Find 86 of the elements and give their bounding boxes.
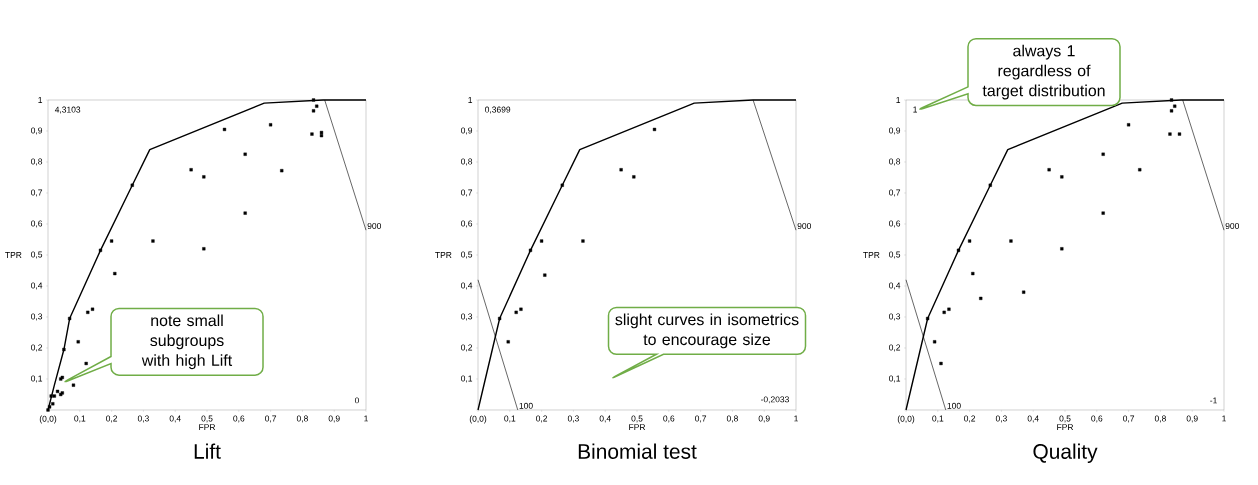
y-tick-label: 0,3 (889, 313, 901, 321)
y-tick-label: 0,7 (889, 189, 901, 197)
x-tick-label: 0,2 (536, 415, 548, 423)
y-tick-label: 0,1 (889, 375, 901, 383)
y-tick-label: 0,9 (461, 127, 473, 135)
y-tick-label: 0,8 (889, 158, 901, 166)
x-tick-label: 0,3 (567, 415, 579, 423)
annotation: note small subgroups with high Lift (141, 314, 233, 370)
x-tick-label: 0,5 (631, 415, 643, 423)
x-tick-label: 0,6 (233, 415, 245, 423)
x-tick-label: 0,9 (1186, 415, 1198, 423)
x-tick-label: 0,3 (995, 415, 1007, 423)
y-tick-label: 0,2 (889, 344, 901, 352)
x-tick-label: 1 (1222, 415, 1226, 422)
x-tick-label: 0,1 (504, 415, 516, 423)
x-tick-label: 0,7 (695, 415, 707, 423)
x-axis-title: FPR (1057, 424, 1074, 431)
annotation: -0,2033 (760, 396, 789, 404)
x-tick-label: 0,8 (726, 415, 738, 423)
x-tick-label: 0,6 (663, 415, 675, 423)
annotation: slight curves in isometrics to encourage size (615, 313, 799, 349)
annotation: 1 (913, 106, 918, 113)
y-tick-label: 0,4 (31, 282, 43, 290)
y-tick-label: 0,6 (461, 220, 473, 228)
x-tick-label: 0,8 (1154, 415, 1166, 423)
x-tick-label: 0,4 (1027, 415, 1039, 423)
x-tick-label: 0,5 (1059, 415, 1071, 423)
x-tick-label: 0,8 (296, 415, 308, 423)
x-tick-label: 0,1 (74, 415, 86, 423)
x-axis-title: FPR (629, 424, 646, 431)
text: Lift (194, 443, 221, 459)
x-tick-label: 0,6 (1091, 415, 1103, 423)
y-tick-label: 0,4 (461, 282, 473, 290)
y-tick-label: 0,9 (889, 127, 901, 135)
annotation: 0,3699 (485, 106, 511, 114)
y-tick-label: 0,7 (461, 189, 473, 197)
text: Binomial test (578, 443, 697, 459)
y-axis-title: TPR (5, 252, 22, 258)
y-tick-label: 0,1 (31, 375, 43, 383)
series-label: 900 (367, 223, 381, 229)
text: Quality (1033, 443, 1098, 464)
annotation: -1 (1210, 397, 1217, 404)
y-tick-label: 0,5 (889, 251, 901, 259)
x-tick-label: 0,9 (758, 415, 770, 423)
text: always 1 regardless of target distribution (982, 44, 1105, 100)
y-tick-label: 0,6 (889, 220, 901, 228)
series-label: 900 (1225, 223, 1239, 229)
series-label: 900 (797, 223, 811, 229)
x-tick-label: 1 (794, 415, 798, 422)
x-tick-label: 0,4 (599, 415, 611, 423)
y-tick-label: 0,2 (31, 344, 43, 352)
y-tick-label: 0,3 (31, 313, 43, 321)
x-tick-label: 0,4 (169, 415, 181, 423)
annotation: 4,3103 (54, 106, 81, 114)
x-tick-label: 0,7 (1123, 415, 1135, 423)
x-tick-label: 0,2 (106, 415, 118, 423)
y-tick-label: 0,2 (461, 344, 473, 352)
y-tick-label: 0,6 (31, 220, 43, 228)
y-tick-label: 0,5 (461, 251, 473, 259)
y-tick-label: 0,7 (31, 189, 43, 197)
y-tick-label: 0,9 (31, 127, 43, 135)
y-tick-label: 0,3 (461, 313, 473, 321)
x-tick-label: (0,0) (469, 415, 487, 424)
y-tick-label: 0,1 (461, 375, 473, 383)
y-tick-label: 1 (896, 97, 901, 103)
y-tick-label: 0,4 (889, 282, 901, 290)
y-tick-label: 0,8 (461, 158, 473, 166)
x-tick-label: 1 (364, 415, 368, 422)
y-tick-label: 0,8 (31, 158, 43, 166)
x-tick-label: 0,5 (201, 415, 213, 423)
y-tick-label: 1 (468, 97, 473, 103)
x-tick-label: 0,3 (137, 415, 149, 423)
x-tick-label: (0,0) (897, 415, 915, 424)
x-tick-label: (0,0) (39, 415, 57, 424)
x-tick-label: 0,2 (964, 415, 976, 423)
y-tick-label: 1 (38, 97, 43, 103)
x-tick-label: 0,9 (328, 415, 340, 423)
x-axis-title: FPR (199, 424, 216, 431)
x-tick-label: 0,1 (932, 415, 944, 423)
series-label: 100 (947, 402, 961, 409)
annotation: 0 (354, 397, 359, 404)
y-tick-label: 0,5 (31, 251, 43, 259)
series-label: 100 (519, 402, 533, 409)
y-axis-title: TPR (435, 252, 452, 258)
y-axis-title: TPR (863, 252, 880, 258)
x-tick-label: 0,7 (265, 415, 277, 423)
